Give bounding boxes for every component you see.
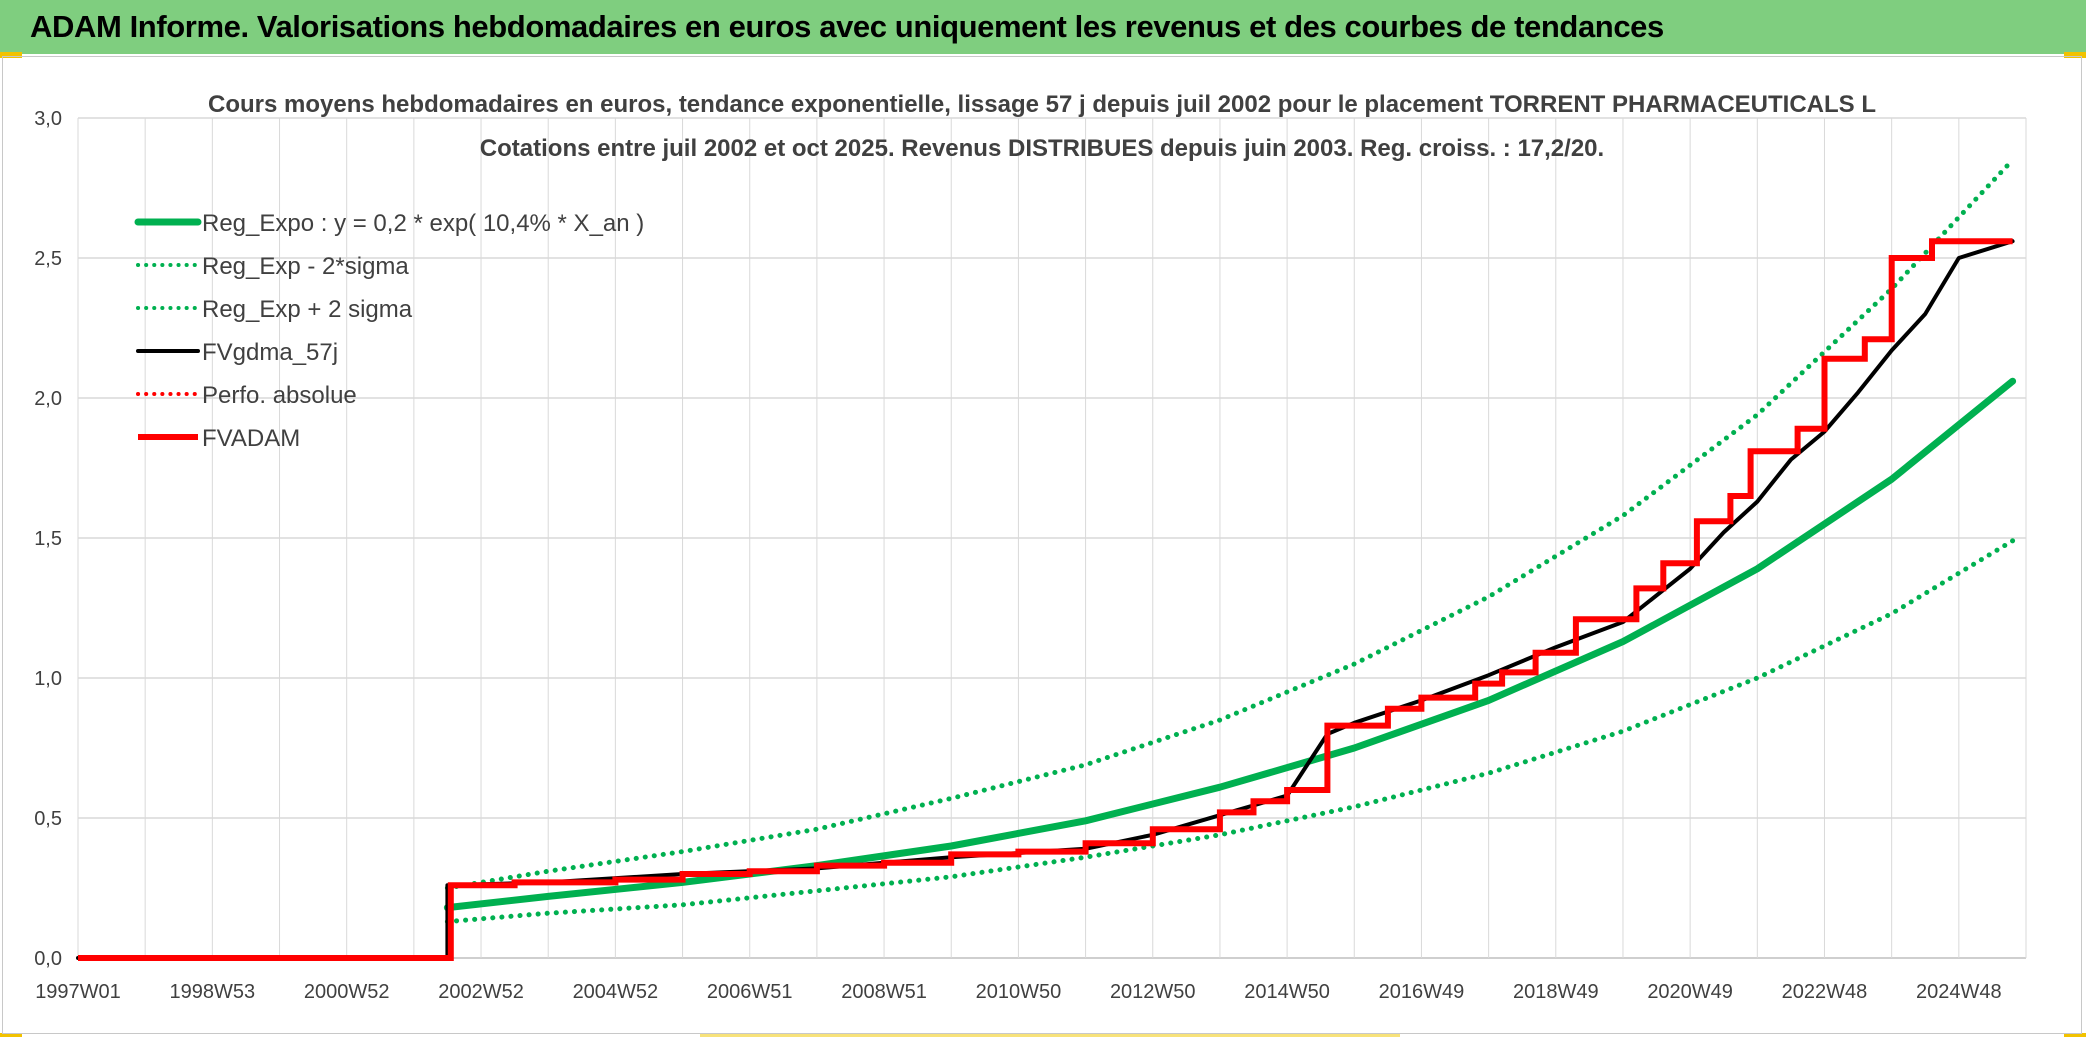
x-tick-label: 2000W52 [304,981,390,1003]
x-tick-label: 2016W49 [1379,981,1465,1003]
x-tick-label: 1997W01 [35,981,121,1003]
chart-title: Cours moyens hebdomadaires en euros, ten… [208,91,1876,118]
x-tick-label: 2002W52 [438,981,524,1003]
y-tick-label: 2,5 [34,248,62,270]
y-tick-label: 0,0 [34,948,62,970]
accent-bottom-middle [700,1034,1400,1037]
legend-label: FVgdma_57j [202,339,338,366]
grid [77,117,2027,959]
accent-top-left [0,52,22,58]
legend-label: Reg_Exp + 2 sigma [202,296,413,323]
x-tick-label: 2012W50 [1110,981,1196,1003]
y-tick-label: 0,5 [34,808,62,830]
series-line [444,157,2016,891]
x-tick-label: 2010W50 [976,981,1062,1003]
x-tick-label: 2008W51 [841,981,927,1003]
accent-top-right [2064,52,2086,58]
x-tick-label: 2024W48 [1916,981,2002,1003]
x-tick-label: 2004W52 [573,981,659,1003]
series-layer [76,157,2017,961]
legend-label: Perfo. absolue [202,382,357,409]
banner-title: ADAM Informe. Valorisations hebdomadaire… [0,0,2086,54]
x-tick-label: 2020W49 [1647,981,1733,1003]
y-axis-ticks: 0,0 0,5 1,0 1,5 2,0 2,5 3,0 [34,108,62,970]
y-tick-label: 3,0 [34,108,62,130]
x-tick-label: 2022W48 [1782,981,1868,1003]
legend-label: Reg_Expo : y = 0,2 * exp( 10,4% * X_an ) [202,210,644,237]
x-tick-label: 2006W51 [707,981,793,1003]
y-tick-label: 2,0 [34,388,62,410]
accent-bottom-left [0,1033,22,1037]
legend-label: FVADAM [202,425,300,452]
legend: Reg_Expo : y = 0,2 * exp( 10,4% * X_an )… [134,210,644,452]
chart-subtitle: Cotations entre juil 2002 et oct 2025. R… [480,135,1604,162]
series-line [444,538,2016,925]
chart-frame [2,56,2082,1034]
y-tick-label: 1,0 [34,668,62,690]
series-line [78,238,2013,961]
x-tick-label: 2014W50 [1244,981,1330,1003]
x-tick-label: 2018W49 [1513,981,1599,1003]
legend-label: Reg_Exp - 2*sigma [202,253,409,280]
x-tick-label: 1998W53 [170,981,256,1003]
accent-bottom-right [2064,1033,2086,1037]
x-axis-ticks: 1997W01 1998W53 2000W52 2002W52 2004W52 2006W… [35,981,2001,1003]
y-tick-label: 1,5 [34,528,62,550]
